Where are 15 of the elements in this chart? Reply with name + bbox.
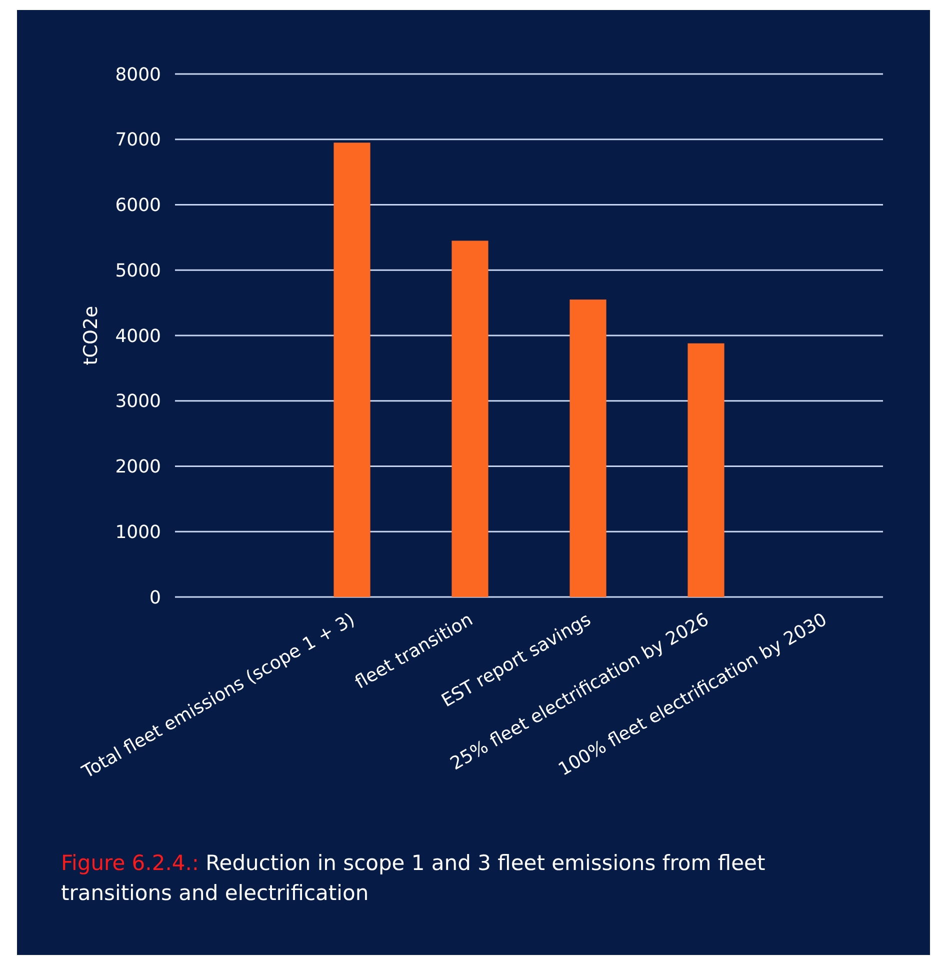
y-tick-label: 8000 [115,64,161,86]
y-tick-label: 3000 [115,391,161,412]
y-tick-label: 4000 [115,326,161,347]
y-axis-title: tCO2e [80,306,102,366]
y-tick-label: 2000 [115,456,161,478]
y-tick-label: 7000 [115,130,161,151]
caption: Figure 6.2.4.: Reduction in scope 1 and 3 fleet emissions from fleet transitions and electrification [61,851,766,905]
y-tick-label: 1000 [115,522,161,543]
y-tick-label: 6000 [115,195,161,216]
bar [688,343,724,597]
y-tick-label: 5000 [115,260,161,282]
bar [570,300,606,597]
y-tick-label: 0 [150,587,161,608]
bar [452,240,488,597]
bar [334,142,370,597]
